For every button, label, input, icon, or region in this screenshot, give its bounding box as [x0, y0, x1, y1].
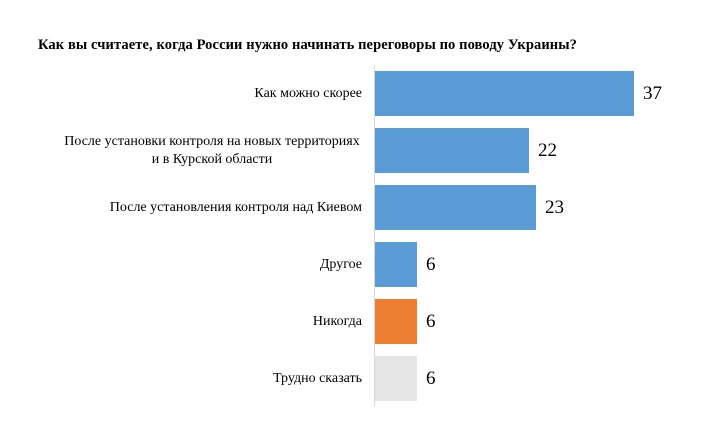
category-label-text: Трудно сказать [273, 370, 362, 386]
chart-row: Трудно сказать 6 [32, 350, 718, 407]
category-label: Трудно сказать [32, 370, 362, 388]
chart-area: Как можно скорее 37 После установки контро… [32, 65, 718, 407]
category-label-text: После установки контроля на новых террит… [64, 134, 360, 167]
chart-row: Как можно скорее 37 [32, 65, 718, 122]
value-label: 37 [643, 83, 662, 104]
chart-row: После установки контроля на новых террит… [32, 122, 718, 179]
category-label: Как можно скорее [32, 85, 362, 103]
value-label: 6 [426, 368, 436, 389]
value-label: 6 [426, 254, 436, 275]
category-label-text: Другое [319, 256, 362, 272]
value-label: 22 [538, 140, 557, 161]
bar [375, 356, 417, 401]
bar [375, 242, 417, 287]
category-label-text: Никогда [312, 313, 362, 329]
bar [375, 71, 634, 116]
category-label-text: После установления контроля над Киевом [109, 199, 362, 215]
category-label: Никогда [32, 313, 362, 331]
chart-row: Никогда 6 [32, 293, 718, 350]
chart-title: Как вы считаете, когда России нужно начи… [38, 37, 578, 53]
category-label: После установки контроля на новых террит… [32, 133, 362, 168]
bar [375, 185, 536, 230]
bar [375, 299, 417, 344]
chart-row: После установления контроля над Киевом 23 [32, 179, 718, 236]
value-label: 23 [545, 197, 564, 218]
bar [375, 128, 529, 173]
category-label: Другое [32, 256, 362, 274]
y-axis-line [374, 65, 375, 407]
category-label: После установления контроля над Киевом [32, 199, 362, 217]
category-label-text: Как можно скорее [254, 85, 362, 101]
chart-row: Другое 6 [32, 236, 718, 293]
value-label: 6 [426, 311, 436, 332]
